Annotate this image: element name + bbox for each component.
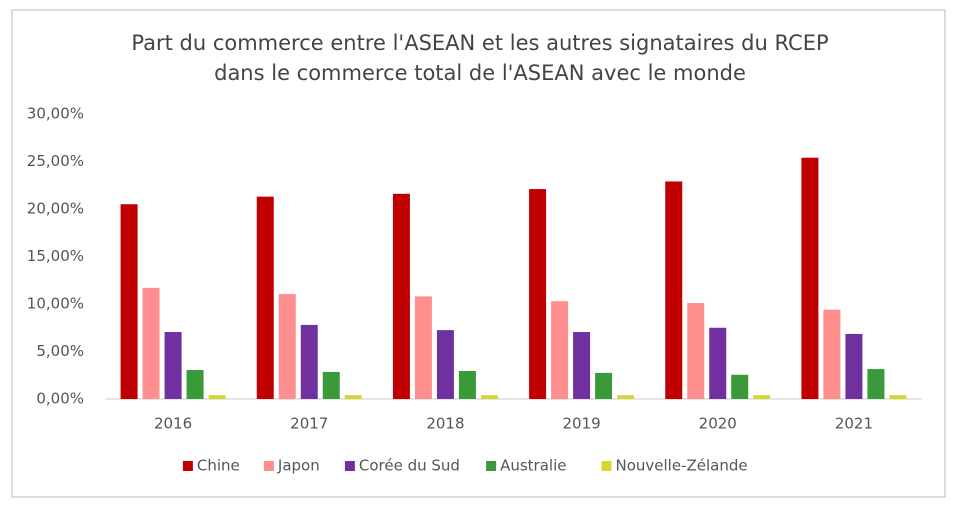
y-tick-label: 15,00% [27, 247, 84, 265]
bar [278, 294, 296, 399]
bar [867, 369, 885, 399]
x-tick-label: 2020 [699, 415, 737, 433]
bar [665, 181, 683, 399]
bar [436, 330, 454, 399]
bar [801, 157, 819, 399]
bar [256, 196, 274, 399]
bar [595, 372, 613, 399]
legend-swatch [263, 461, 274, 471]
bar [322, 371, 340, 399]
x-tick-label: 2016 [154, 415, 192, 433]
y-tick-label: 25,00% [27, 152, 84, 170]
bar [845, 333, 863, 399]
y-tick-label: 0,00% [36, 390, 84, 408]
bar [480, 395, 498, 399]
legend-label: Corée du Sud [359, 457, 460, 475]
chart-title: Part du commerce entre l'ASEAN et les au… [131, 31, 828, 55]
bar [458, 370, 476, 399]
bar [823, 309, 841, 399]
bar [573, 332, 591, 399]
bar [164, 332, 182, 399]
legend-swatch [486, 461, 497, 471]
bar [889, 395, 907, 399]
bar [120, 204, 138, 399]
bar [731, 374, 749, 399]
bar [208, 395, 226, 399]
bar [753, 395, 771, 399]
x-tick-label: 2021 [835, 415, 873, 433]
bar [687, 303, 705, 399]
legend-label: Nouvelle-Zélande [616, 457, 748, 475]
bar [344, 395, 362, 399]
legend-label: Australie [500, 457, 566, 475]
x-tick-label: 2018 [426, 415, 464, 433]
x-tick-label: 2017 [290, 415, 328, 433]
bar [300, 324, 318, 399]
legend-swatch [601, 461, 612, 471]
x-tick-label: 2019 [562, 415, 600, 433]
bar [414, 296, 432, 399]
bar [392, 193, 410, 399]
y-tick-label: 30,00% [27, 105, 84, 123]
bar [617, 395, 635, 399]
legend-swatch [344, 461, 355, 471]
bar [551, 301, 569, 399]
y-tick-label: 20,00% [27, 200, 84, 218]
y-tick-label: 10,00% [27, 295, 84, 313]
y-tick-label: 5,00% [36, 342, 84, 360]
bar [186, 370, 204, 399]
frame [11, 9, 946, 498]
bar [142, 287, 160, 399]
bar [709, 327, 727, 399]
legend-label: Japon [277, 457, 320, 475]
bar [529, 189, 547, 399]
chart-subtitle: dans le commerce total de l'ASEAN avec l… [214, 61, 746, 85]
legend-label: Chine [197, 457, 240, 475]
legend-swatch [182, 461, 193, 471]
